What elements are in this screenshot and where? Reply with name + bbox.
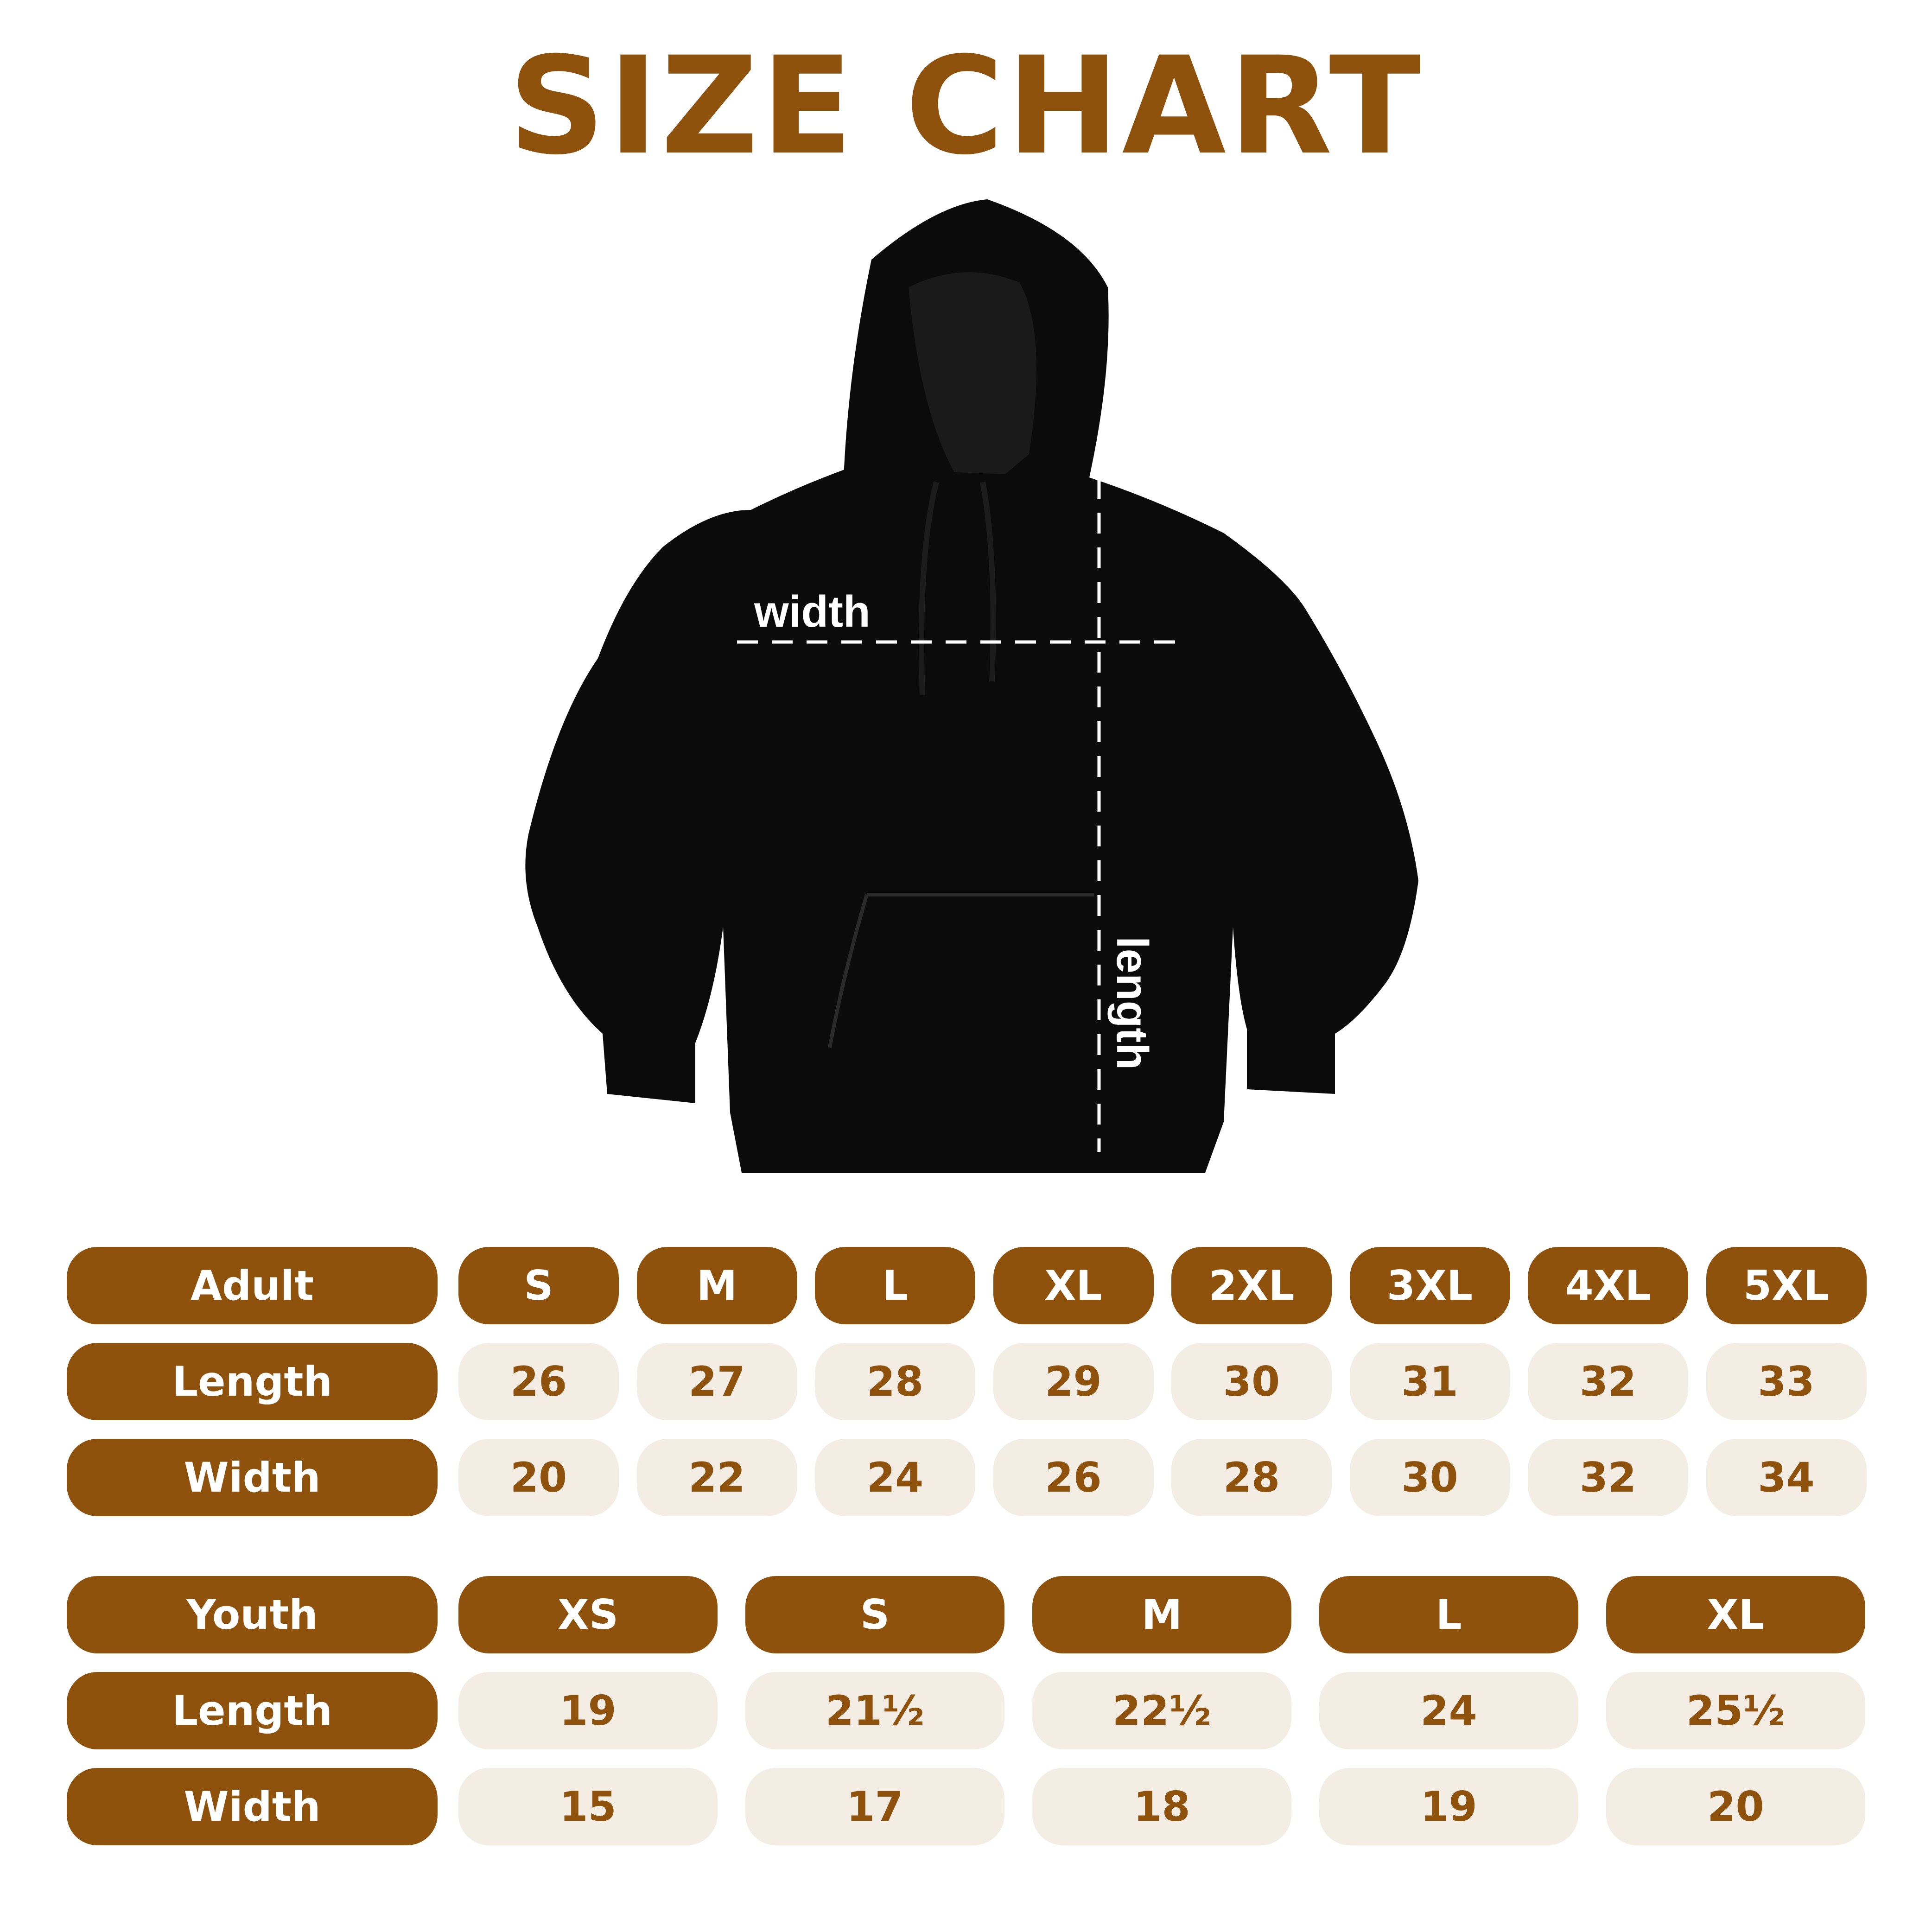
adult-value-cell: 34 — [1706, 1439, 1867, 1516]
adult-value-cell: 32 — [1528, 1439, 1688, 1516]
youth-value-cell: 20 — [1606, 1768, 1865, 1845]
adult-size-header: XL — [993, 1247, 1154, 1324]
youth-size-header: S — [745, 1576, 1004, 1653]
adult-size-header: 3XL — [1349, 1247, 1510, 1324]
adult-value-cell: 33 — [1706, 1343, 1867, 1420]
adult-row-label-length: Length — [67, 1343, 438, 1420]
adult-value-cell: 22 — [636, 1439, 797, 1516]
adult-value-cell: 28 — [1171, 1439, 1332, 1516]
youth-size-header: XL — [1606, 1576, 1865, 1653]
adult-size-header: 5XL — [1706, 1247, 1867, 1324]
adult-value-cell: 26 — [458, 1343, 619, 1420]
hoodie-diagram: width length — [525, 199, 1418, 1173]
adult-value-cell: 24 — [815, 1439, 975, 1516]
width-label: width — [754, 587, 871, 636]
youth-value-cell: 17 — [745, 1768, 1004, 1845]
adult-value-cell: 30 — [1171, 1343, 1332, 1420]
youth-value-cell: 21½ — [745, 1672, 1004, 1749]
youth-value-cell: 22½ — [1032, 1672, 1291, 1749]
adult-value-cell: 29 — [993, 1343, 1154, 1420]
length-label: length — [1107, 936, 1157, 1070]
adult-value-cell: 28 — [815, 1343, 975, 1420]
adult-header-label: Adult — [67, 1247, 438, 1324]
adult-value-cell: 26 — [993, 1439, 1154, 1516]
youth-value-cell: 25½ — [1606, 1672, 1865, 1749]
youth-header-label: Youth — [67, 1576, 438, 1653]
page-title: SIZE CHART — [508, 28, 1424, 184]
youth-value-cell: 19 — [458, 1672, 718, 1749]
youth-row-label-width: Width — [67, 1768, 438, 1845]
youth-size-header: M — [1032, 1576, 1291, 1653]
youth-value-cell: 19 — [1319, 1768, 1578, 1845]
youth-value-cell: 24 — [1319, 1672, 1578, 1749]
adult-row-label-width: Width — [67, 1439, 438, 1516]
adult-value-cell: 31 — [1349, 1343, 1510, 1420]
adult-size-header: M — [636, 1247, 797, 1324]
adult-value-cell: 27 — [636, 1343, 797, 1420]
adult-size-header: 2XL — [1171, 1247, 1332, 1324]
youth-value-cell: 15 — [458, 1768, 718, 1845]
adult-size-header: L — [815, 1247, 975, 1324]
adult-value-cell: 20 — [458, 1439, 619, 1516]
youth-value-cell: 18 — [1032, 1768, 1291, 1845]
adult-size-header: S — [458, 1247, 619, 1324]
hoodie-image — [525, 199, 1418, 1173]
adult-value-cell: 30 — [1349, 1439, 1510, 1516]
adult-size-header: 4XL — [1528, 1247, 1688, 1324]
youth-size-header: L — [1319, 1576, 1578, 1653]
adult-value-cell: 32 — [1528, 1343, 1688, 1420]
youth-row-label-length: Length — [67, 1672, 438, 1749]
youth-size-header: XS — [458, 1576, 718, 1653]
